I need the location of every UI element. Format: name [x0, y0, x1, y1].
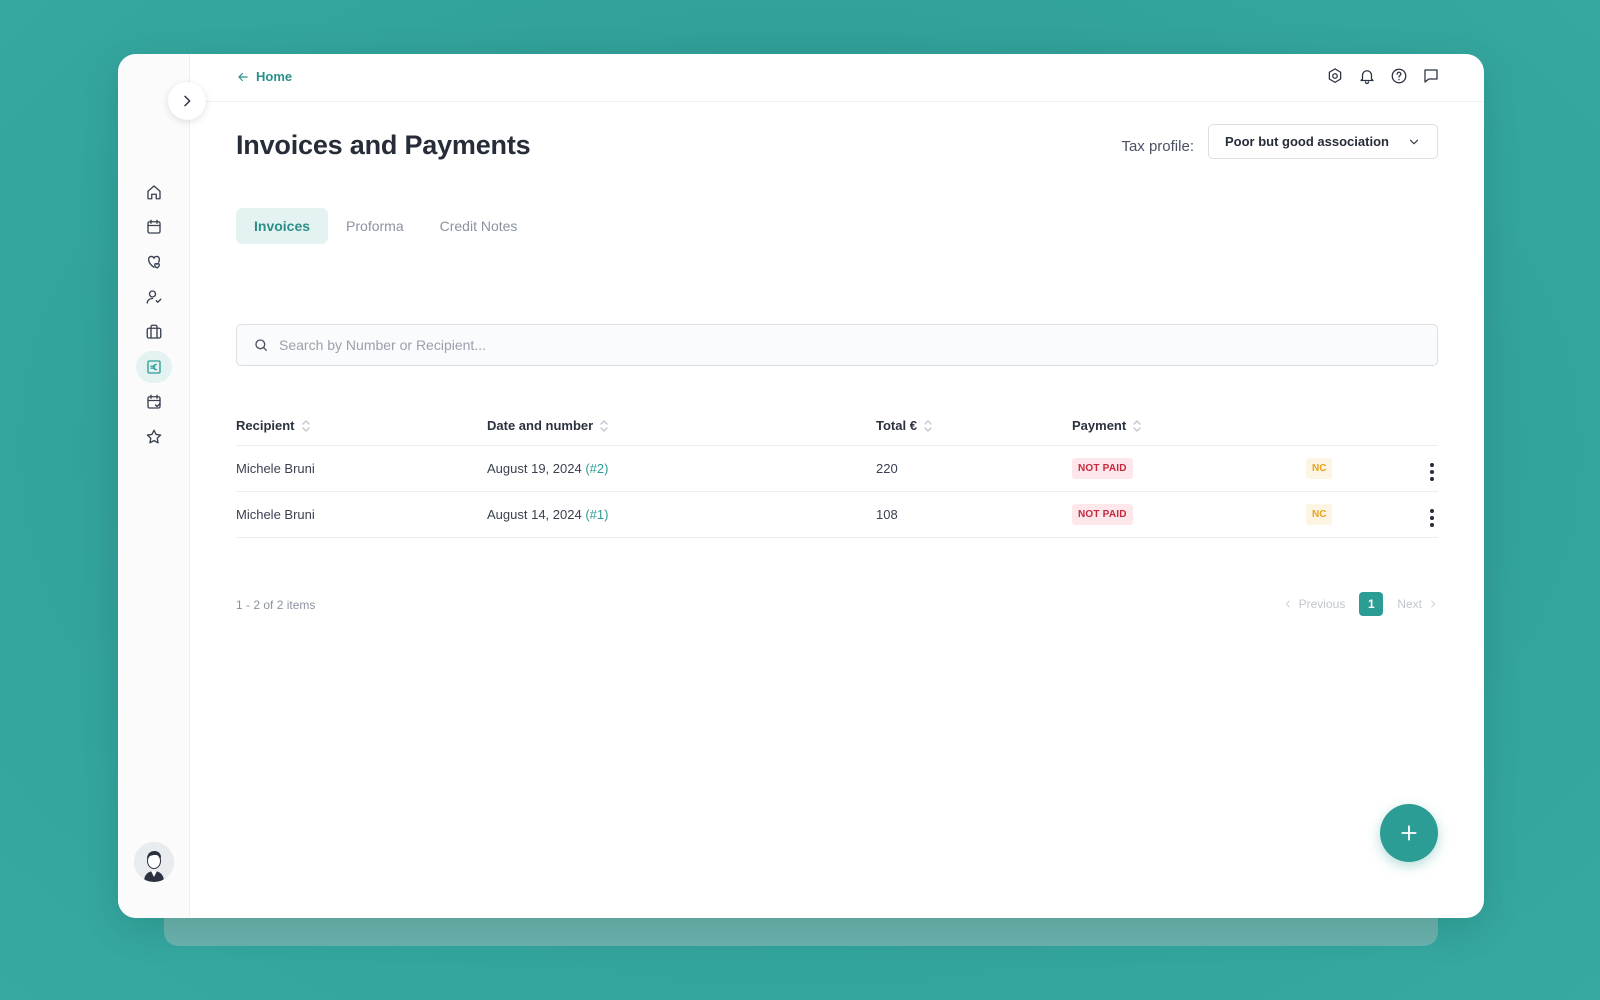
chevron-right-icon: [1431, 600, 1436, 608]
sort-total[interactable]: Total €: [876, 418, 1072, 433]
briefcase-icon: [146, 324, 162, 339]
status-badge: NOT PAID: [1072, 504, 1133, 525]
plus-icon: [1401, 825, 1417, 841]
cell-recipient: Michele Bruni: [236, 507, 315, 522]
sidebar-item-events[interactable]: [136, 386, 172, 418]
tab-credit-notes[interactable]: Credit Notes: [439, 218, 518, 234]
tabs: Invoices Proforma Credit Notes: [236, 208, 535, 244]
invoice-number-link[interactable]: (#1): [585, 507, 609, 522]
app-window: Home Invoices and Payments Tax profile: …: [118, 54, 1484, 918]
sort-icon: [923, 419, 933, 433]
sidebar-item-donations[interactable]: [136, 246, 172, 278]
header-recipient: Recipient: [236, 418, 295, 433]
row-menu-button[interactable]: [1426, 461, 1438, 483]
date-text: August 19, 2024: [487, 461, 582, 476]
chat-icon: [1424, 69, 1438, 83]
chevron-down-icon: [1409, 139, 1419, 144]
messages-button[interactable]: [1422, 66, 1440, 86]
cell-total: 220: [876, 461, 898, 476]
top-bar: Home: [190, 54, 1484, 102]
invoices-table: Recipient Date and number Total € Paymen…: [236, 406, 1438, 538]
date-text: August 14, 2024: [487, 507, 582, 522]
home-label: Home: [256, 69, 293, 84]
cell-recipient: Michele Bruni: [236, 461, 315, 476]
tab-invoices[interactable]: Invoices: [236, 208, 329, 244]
back-home-link[interactable]: Home: [236, 69, 292, 84]
star-icon: [146, 429, 162, 444]
tax-profile-value: Poor but good association: [1225, 134, 1389, 149]
chevron-left-icon: [1285, 600, 1290, 608]
sort-date[interactable]: Date and number: [487, 418, 876, 433]
add-invoice-button[interactable]: [1380, 804, 1438, 862]
search-box: [236, 324, 1438, 366]
sort-icon: [301, 419, 311, 433]
sidebar-item-home[interactable]: [136, 176, 172, 208]
sidebar-item-invoices[interactable]: [136, 351, 172, 383]
items-count: 1 - 2 of 2 items: [236, 598, 316, 612]
sort-recipient[interactable]: Recipient: [236, 418, 487, 433]
next-page-button[interactable]: Next: [1397, 597, 1438, 611]
table-row[interactable]: Michele Bruni August 14, 2024 (#1) 108 N…: [236, 492, 1438, 538]
sidebar-item-projects[interactable]: [136, 316, 172, 348]
user-check-icon: [146, 290, 162, 304]
previous-label: Previous: [1298, 597, 1346, 611]
help-icon: [1391, 68, 1407, 84]
sort-payment[interactable]: Payment: [1072, 418, 1306, 433]
calendar-icon: [147, 219, 161, 234]
help-button[interactable]: [1390, 66, 1408, 86]
page-title: Invoices and Payments: [236, 130, 531, 160]
chevron-right-icon: [184, 95, 191, 107]
expand-sidebar-button[interactable]: [168, 82, 206, 120]
header-payment: Payment: [1072, 418, 1127, 433]
notifications-button[interactable]: [1358, 66, 1376, 86]
invoice-number-link[interactable]: (#2): [585, 461, 609, 476]
hearts-icon: [147, 255, 161, 269]
header-total: Total €: [876, 418, 917, 433]
sidebar: [118, 54, 190, 918]
cell-date: August 19, 2024 (#2): [487, 461, 876, 476]
tab-proforma[interactable]: Proforma: [346, 218, 404, 234]
home-icon: [147, 185, 161, 200]
cell-date: August 14, 2024 (#1): [487, 507, 876, 522]
euro-icon: [147, 360, 161, 374]
calendar-check-icon: [147, 394, 161, 409]
gear-icon: [1328, 68, 1342, 84]
user-avatar-icon: [134, 842, 174, 882]
table-footer: 1 - 2 of 2 items Previous 1 Next: [236, 592, 1438, 618]
sidebar-item-members[interactable]: [136, 281, 172, 313]
sort-icon: [599, 419, 609, 433]
search-input[interactable]: [279, 337, 1421, 353]
next-label: Next: [1397, 597, 1422, 611]
header-date: Date and number: [487, 418, 594, 433]
nc-badge: NC: [1306, 458, 1333, 479]
page-1-button[interactable]: 1: [1359, 592, 1384, 616]
bell-icon: [1360, 70, 1374, 85]
pagination: Previous 1 Next: [1283, 592, 1438, 616]
row-menu-button[interactable]: [1426, 507, 1438, 529]
table-row[interactable]: Michele Bruni August 19, 2024 (#2) 220 N…: [236, 446, 1438, 492]
tax-profile-label: Tax profile:: [1121, 138, 1194, 155]
cell-total: 108: [876, 507, 898, 522]
sort-icon: [1132, 419, 1142, 433]
search-icon: [255, 339, 267, 351]
tax-profile-select[interactable]: Poor but good association: [1208, 124, 1438, 159]
status-badge: NOT PAID: [1072, 458, 1133, 479]
previous-page-button[interactable]: Previous: [1283, 597, 1346, 611]
nc-badge: NC: [1306, 504, 1333, 525]
settings-button[interactable]: [1326, 66, 1344, 86]
table-header: Recipient Date and number Total € Paymen…: [236, 406, 1438, 446]
sidebar-item-favorites[interactable]: [136, 421, 172, 453]
top-actions: [1326, 66, 1440, 86]
sidebar-item-calendar[interactable]: [136, 211, 172, 243]
avatar[interactable]: [134, 842, 174, 882]
arrow-left-icon: [238, 72, 248, 81]
